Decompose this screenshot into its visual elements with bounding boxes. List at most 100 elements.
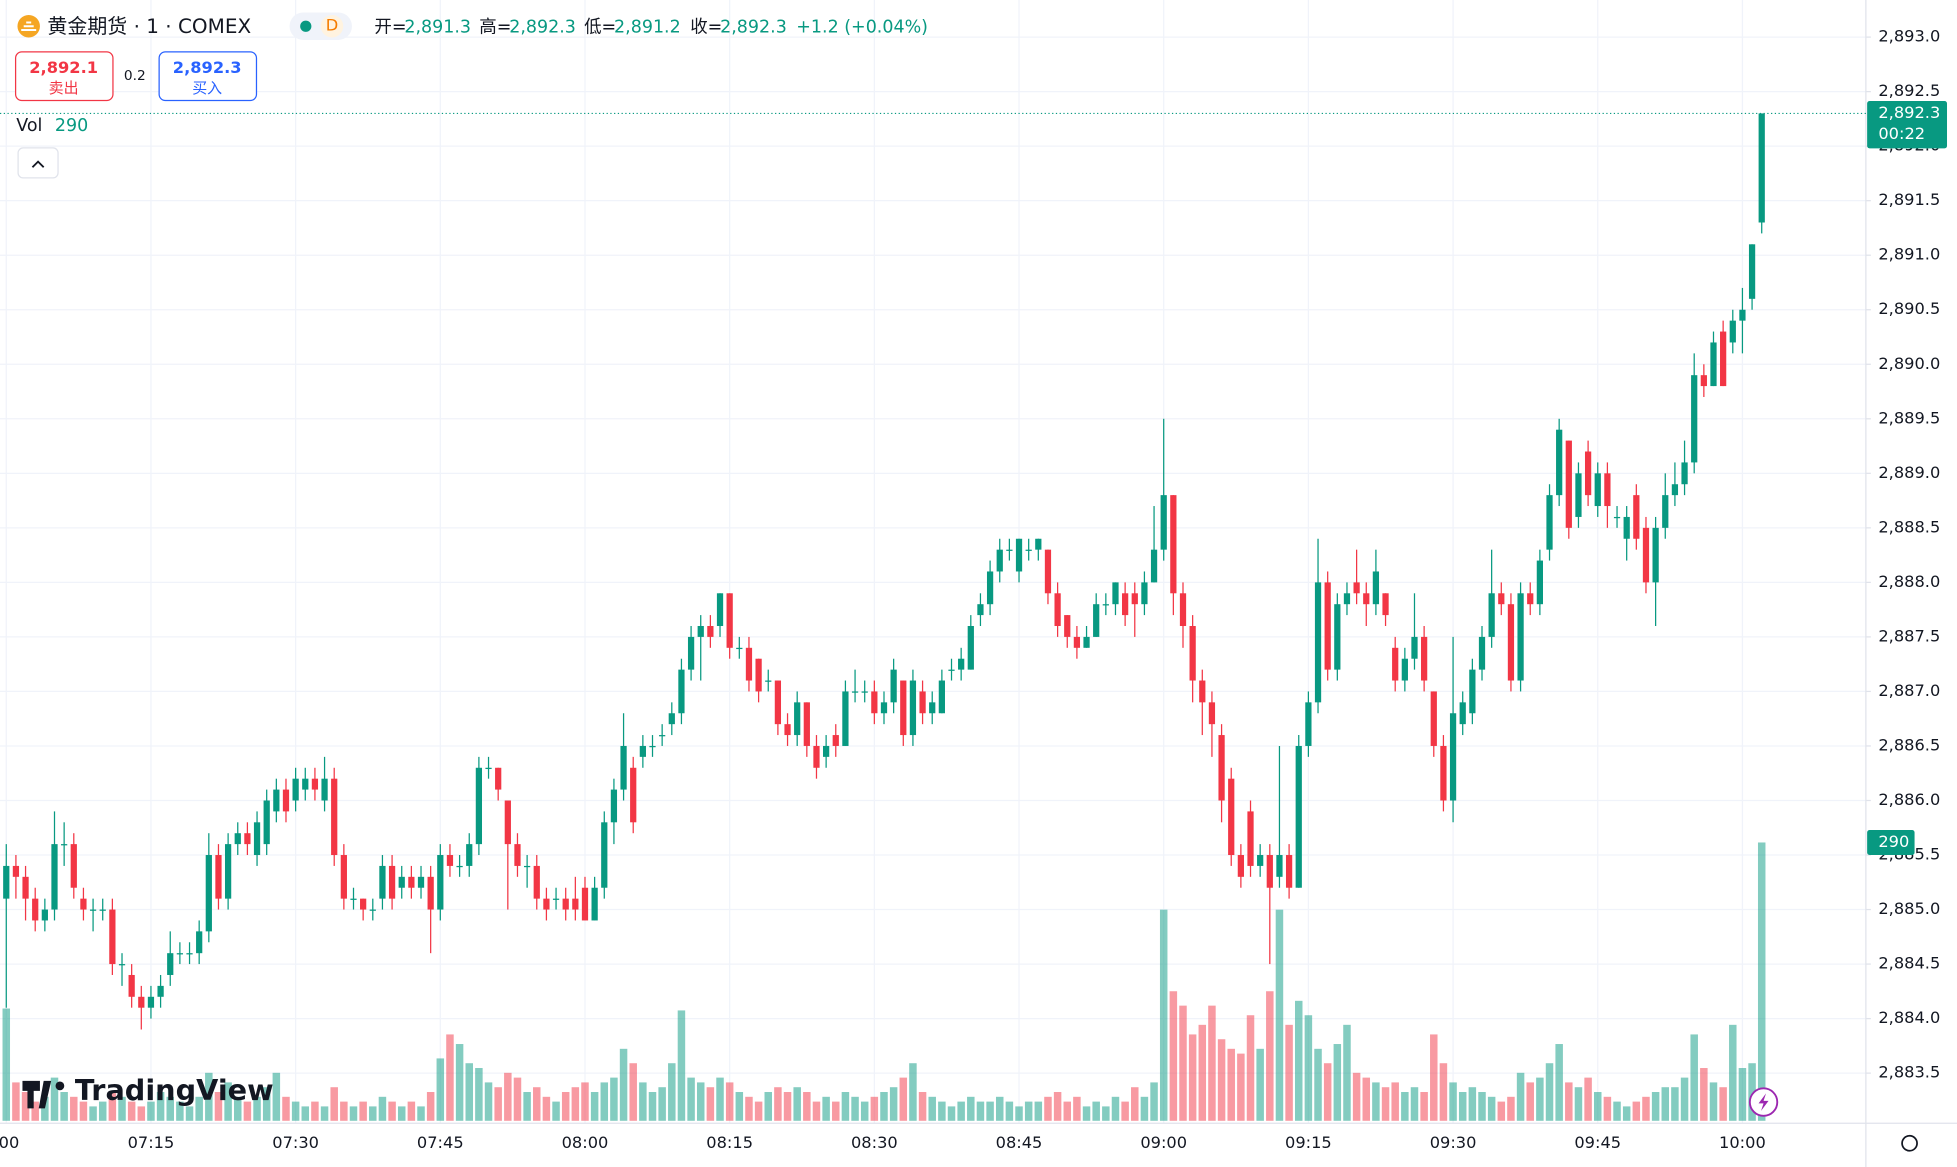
- volume-bar: [1584, 1077, 1592, 1121]
- volume-bar: [899, 1077, 908, 1121]
- volume-bar: [1757, 842, 1766, 1121]
- candle-body: [581, 887, 589, 921]
- volume-bar: [1410, 1087, 1419, 1121]
- volume-bar: [1439, 1063, 1448, 1121]
- candle-body: [659, 735, 666, 737]
- y-tick-label: 2,887.5: [1878, 626, 1940, 645]
- candle-body: [861, 691, 868, 693]
- candle-body: [697, 626, 704, 637]
- volume-bar: [928, 1096, 936, 1121]
- settings-button[interactable]: [1901, 1134, 1918, 1152]
- y-tick-label: 2,889.5: [1878, 408, 1940, 427]
- volume-bar: [1420, 1092, 1428, 1121]
- candle-body: [832, 735, 839, 746]
- volume-bar: [716, 1077, 724, 1121]
- volume-bar: [1391, 1082, 1399, 1121]
- price-tag-label: 2,892.3: [1878, 103, 1940, 122]
- volume-bar: [639, 1082, 647, 1121]
- x-tick-label: 07:30: [272, 1133, 319, 1152]
- legend: 黄金期货 · 1 · COMEX D 开= 2,891.3 高= 2,892.3…: [14, 12, 1918, 1152]
- volume-bar: [465, 1063, 473, 1121]
- buy-button[interactable]: [158, 51, 258, 102]
- volume-bar: [1092, 1101, 1100, 1121]
- candle-body: [1237, 855, 1244, 877]
- volume-bar: [1430, 1034, 1438, 1121]
- volume-bar: [1102, 1106, 1110, 1121]
- volume-bar: [1594, 1092, 1602, 1121]
- flash-icon: [1758, 1093, 1769, 1111]
- volume-bar: [1516, 1072, 1525, 1121]
- candle-body: [1141, 582, 1148, 605]
- candle-body: [1440, 745, 1447, 801]
- candle-body: [1170, 495, 1177, 594]
- volume-bar: [2, 1008, 11, 1121]
- candle-body: [186, 953, 193, 955]
- candle-body: [1671, 484, 1679, 496]
- volume-bar: [1034, 1101, 1043, 1121]
- volume-bar: [1198, 1024, 1207, 1121]
- volume-bar: [706, 1087, 715, 1121]
- volume-bar: [851, 1096, 859, 1121]
- volume-bar: [455, 1044, 464, 1121]
- volume-bar: [1468, 1087, 1477, 1121]
- volume-bar: [677, 1010, 686, 1121]
- volume-bar: [147, 1101, 155, 1121]
- volume-bar: [571, 1087, 580, 1121]
- candle-body: [1430, 691, 1437, 746]
- candle-body: [591, 887, 598, 921]
- volume-bar: [1159, 909, 1168, 1121]
- candle-body: [167, 953, 174, 975]
- candle-body: [1343, 593, 1351, 605]
- candle-body: [350, 898, 357, 900]
- candle-body: [1064, 615, 1071, 637]
- watermark: TradingView: [75, 1073, 274, 1107]
- volume-bar: [1700, 1068, 1708, 1121]
- candle-body: [851, 691, 859, 693]
- volume-bar: [156, 1092, 165, 1121]
- volume-bar: [282, 1096, 290, 1121]
- candle-body: [958, 658, 965, 670]
- candle-body: [1276, 855, 1283, 877]
- candle-body: [900, 680, 907, 736]
- candle-body: [196, 931, 203, 954]
- ohlc-label: 开=: [374, 17, 406, 37]
- candle-body: [311, 778, 319, 790]
- volume-bar: [127, 1101, 136, 1121]
- candle-body: [41, 909, 48, 921]
- volume-bar: [397, 1106, 406, 1121]
- volume-bar: [1246, 1015, 1255, 1121]
- volume-bar: [166, 1096, 174, 1121]
- candle-body: [1083, 636, 1090, 648]
- volume-bar: [475, 1068, 483, 1121]
- symbol[interactable]: 黄金期货 · 1 · COMEX: [47, 14, 251, 38]
- candle-body: [89, 909, 97, 911]
- volume-bar: [1121, 1101, 1129, 1121]
- candle-body: [1160, 495, 1167, 550]
- candle-body: [1054, 593, 1061, 627]
- volume-bar: [764, 1092, 772, 1121]
- candle-body: [736, 647, 743, 650]
- volume-bar: [504, 1072, 512, 1121]
- volume-bar: [889, 1087, 898, 1121]
- ohlc-value: 2,891.2: [614, 17, 681, 37]
- volume-bar: [860, 1101, 869, 1121]
- x-tick-label: 09:45: [1574, 1133, 1621, 1152]
- volume-bar: [745, 1096, 753, 1121]
- ohlc-label: 高=: [479, 17, 511, 37]
- symbol-icon-glyph: [21, 21, 37, 31]
- y-tick-label: 2,888.0: [1878, 572, 1940, 591]
- spread: 0.2: [124, 68, 146, 84]
- candle-body: [1199, 680, 1206, 703]
- ohlc-value: 2,891.3: [404, 17, 471, 37]
- volume-bar: [1053, 1092, 1062, 1121]
- volume-bar: [224, 1082, 232, 1121]
- volume-tag: [1867, 829, 1915, 855]
- volume-bar: [947, 1106, 956, 1121]
- candle-body: [1218, 735, 1225, 801]
- sell-button[interactable]: [14, 51, 114, 102]
- candle-body: [1681, 462, 1688, 485]
- volume-bar: [909, 1063, 917, 1121]
- x-tick-label: 08:15: [706, 1133, 753, 1152]
- candle-body: [1478, 636, 1486, 670]
